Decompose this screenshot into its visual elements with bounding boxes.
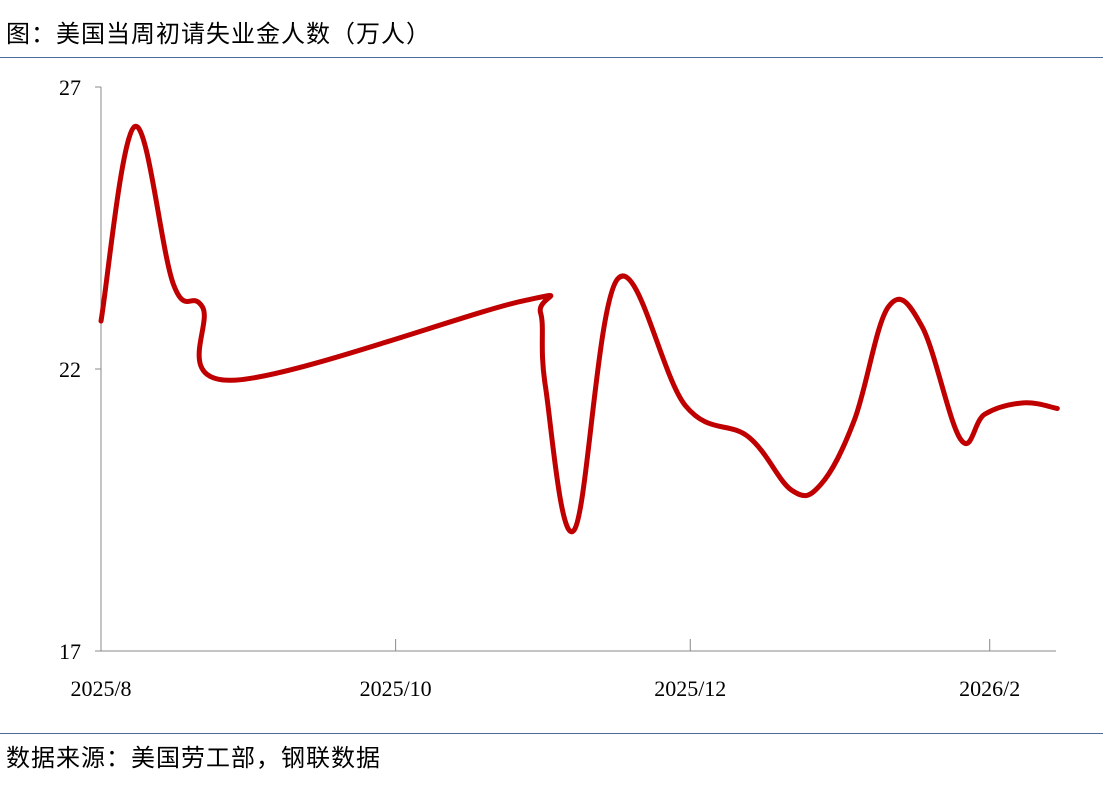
y-tick-label: 27 — [59, 75, 81, 100]
source-divider — [0, 733, 1103, 734]
chart-title: 图：美国当周初请失业金人数（万人） — [6, 20, 431, 48]
source-note: 数据来源：美国劳工部，钢联数据 — [6, 744, 381, 772]
title-divider — [0, 57, 1103, 58]
y-tick-label: 22 — [59, 357, 81, 382]
x-tick-label: 2025/12 — [654, 676, 726, 701]
x-tick-label: 2025/10 — [360, 676, 432, 701]
x-tick-label: 2025/8 — [70, 676, 131, 701]
series-line — [98, 123, 1060, 535]
x-tick-label: 2026/2 — [959, 676, 1020, 701]
y-tick-label: 17 — [59, 639, 81, 664]
